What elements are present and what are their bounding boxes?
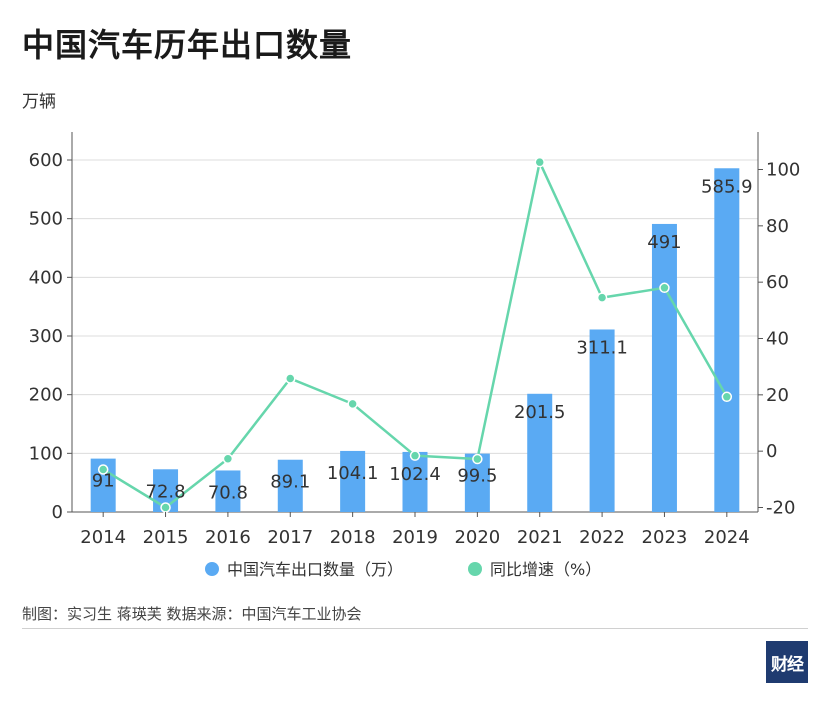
bar: [527, 393, 553, 512]
bar: [651, 223, 677, 513]
x-tick-label: 2017: [267, 527, 313, 548]
bar-value-label: 585.9: [701, 176, 753, 197]
bar: [215, 470, 241, 512]
y-left-tick-label: 500: [29, 209, 63, 230]
x-tick-label: 2016: [205, 527, 251, 548]
bar: [340, 450, 366, 512]
y-left-tick-label: 0: [52, 502, 63, 523]
bar: [402, 451, 428, 512]
y-right-tick-label: -20: [766, 498, 795, 519]
bar-value-label: 491: [647, 232, 681, 253]
y-left-tick-label: 100: [29, 443, 63, 464]
legend-bar-label: 中国汽车出口数量（万）: [227, 560, 403, 579]
y-right-tick-label: 20: [766, 385, 789, 406]
source-note: 制图：实习生 蒋瑛芙 数据来源：中国汽车工业协会: [22, 605, 362, 623]
logo-glyph: 财: [771, 654, 788, 675]
bar: [277, 459, 303, 512]
y-left-tick-label: 400: [29, 267, 63, 288]
y-left-tick-label: 600: [29, 150, 63, 171]
x-tick-label: 2018: [330, 527, 376, 548]
y-left-tick-label: 200: [29, 385, 63, 406]
unit-label: 万辆: [22, 92, 56, 112]
bar-value-label: 89.1: [270, 472, 310, 493]
growth-point: [97, 464, 109, 475]
bar-value-label: 201.5: [514, 402, 566, 423]
growth-point: [160, 502, 171, 513]
growth-point: [347, 398, 358, 410]
growth-point: [721, 391, 733, 403]
legend-bar-marker: [205, 562, 219, 576]
y-right-tick-label: 0: [766, 441, 777, 462]
bar-value-label: 311.1: [576, 337, 628, 358]
x-tick-label: 2021: [517, 527, 563, 548]
bar-value-label: 104.1: [327, 463, 379, 484]
x-tick-label: 2014: [80, 527, 126, 548]
bar-value-label: 102.4: [389, 464, 441, 485]
y-right-tick-label: 60: [766, 272, 789, 293]
y-right-tick-label: 80: [766, 216, 789, 237]
bar-value-label: 70.8: [208, 482, 248, 503]
x-tick-label: 2022: [579, 527, 625, 548]
growth-point: [285, 373, 296, 384]
legend-line-marker: [468, 562, 482, 576]
x-tick-label: 2023: [642, 527, 688, 548]
growth-point: [534, 156, 545, 168]
growth-point: [472, 453, 483, 465]
y-right-tick-label: 40: [766, 329, 789, 350]
y-right-tick-label: 100: [766, 160, 800, 181]
x-tick-label: 2020: [454, 527, 500, 548]
bar-value-label: 91: [92, 471, 115, 492]
bar: [589, 329, 615, 512]
y-left-tick-label: 300: [29, 326, 63, 347]
divider: [22, 628, 808, 629]
x-tick-label: 2019: [392, 527, 438, 548]
legend-line-label: 同比增速（%）: [490, 560, 601, 579]
chart-title: 中国汽车历年出口数量: [22, 26, 353, 64]
x-tick-label: 2024: [704, 527, 750, 548]
growth-point: [659, 282, 670, 294]
chart-area: 0 100 200 300 400 500 600 -20 0 20 40 60 80 100 91 72.8…: [29, 132, 800, 579]
publisher-logo: 财经: [766, 641, 808, 683]
x-tick-label: 2015: [143, 527, 189, 548]
growth-point: [596, 292, 608, 303]
growth-point: [222, 453, 234, 465]
bar: [714, 168, 740, 512]
bar-value-label: 99.5: [457, 466, 497, 487]
growth-point: [409, 450, 421, 461]
logo-glyph: 经: [787, 654, 804, 675]
bar-value-label: 72.8: [146, 481, 186, 502]
